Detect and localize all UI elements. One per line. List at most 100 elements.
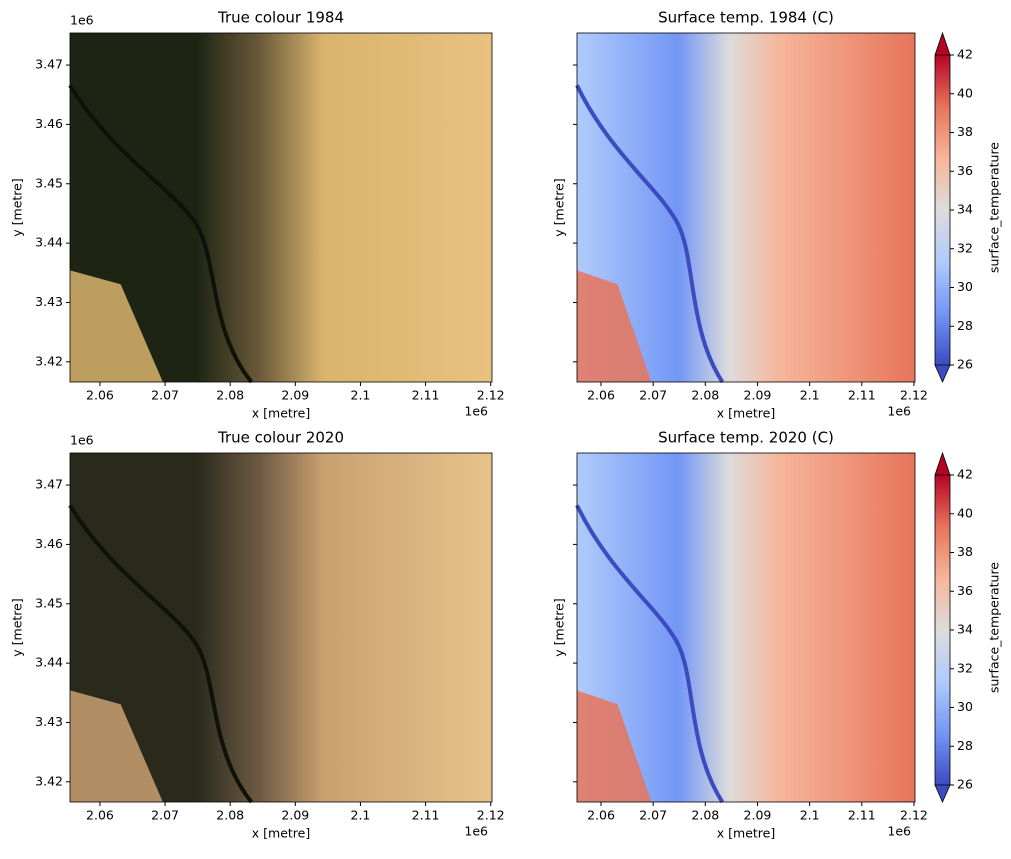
y-tick-label: 3.43 (35, 714, 63, 729)
raster-feature (577, 270, 652, 382)
y-tick-label: 3.46 (35, 116, 63, 131)
x-tick-label: 2.06 (587, 388, 615, 403)
colorbar-tick-label: 28 (957, 738, 973, 753)
river (68, 504, 254, 804)
x-offset-label: 1e6 (464, 824, 488, 839)
axes-frame (576, 32, 916, 383)
raster-feature (70, 690, 163, 802)
x-tick-label: 2.12 (477, 808, 505, 823)
y-axis-label: y [metre] (552, 178, 567, 236)
colorbar-tick-label: 32 (957, 660, 973, 675)
x-tick-label: 2.1 (800, 808, 820, 823)
colorbar-extend-top (934, 451, 951, 476)
y-tick-label: 3.42 (35, 353, 63, 368)
x-axis-label: x [metre] (252, 406, 310, 421)
colorbar-tick-label: 40 (957, 505, 973, 520)
x-offset-label: 1e6 (464, 404, 488, 419)
y-tick-label: 3.43 (35, 294, 63, 309)
x-axis-label: x [metre] (252, 826, 310, 841)
x-tick-label: 2.06 (587, 808, 615, 823)
x-tick-label: 2.07 (639, 388, 667, 403)
x-tick-label: 2.06 (86, 808, 114, 823)
raster-feature (577, 690, 652, 802)
y-axis-label: y [metre] (10, 178, 25, 236)
y-tick-label: 3.44 (35, 655, 63, 670)
colorbar-extend-bottom (934, 784, 951, 803)
colorbar-tick-label: 26 (957, 777, 973, 792)
y-tick-label: 3.47 (35, 477, 63, 492)
raster-image (70, 453, 492, 802)
colorbar-tick-label: 40 (957, 85, 973, 100)
x-tick-label: 2.11 (412, 808, 440, 823)
x-tick-label: 2.12 (477, 388, 505, 403)
colorbar-label: surface_temperature (987, 142, 1002, 273)
chart-title: Surface temp. 1984 (C) (658, 9, 834, 27)
colorbar-extend-top (934, 31, 951, 56)
x-tick-label: 2.09 (281, 808, 309, 823)
y-tick-label: 3.42 (35, 773, 63, 788)
x-tick-label: 2.11 (848, 388, 876, 403)
x-axis-label: x [metre] (717, 406, 775, 421)
axes-frame (69, 32, 493, 383)
x-tick-label: 2.1 (351, 388, 371, 403)
raster-image (70, 33, 492, 382)
x-offset-label: 1e6 (887, 824, 911, 839)
y-tick-label: 3.44 (35, 235, 63, 250)
x-tick-label: 2.08 (216, 808, 244, 823)
raster-feature (70, 270, 163, 382)
colorbar-tick-label: 42 (957, 47, 973, 62)
x-tick-label: 2.07 (151, 808, 179, 823)
colorbar-extend-bottom (934, 364, 951, 383)
axes-frame (576, 452, 916, 803)
raster-image (577, 33, 915, 382)
river (575, 84, 725, 384)
colorbar-tick-label: 38 (957, 124, 973, 139)
chart-title: Surface temp. 2020 (C) (658, 429, 834, 447)
colorbar-tick-label: 28 (957, 318, 973, 333)
x-tick-label: 2.11 (848, 808, 876, 823)
axes-frame (69, 452, 493, 803)
chart-title: True colour 2020 (217, 429, 344, 447)
x-tick-label: 2.08 (216, 388, 244, 403)
y-axis-label: y [metre] (10, 598, 25, 656)
colorbar (935, 475, 950, 785)
x-offset-label: 1e6 (887, 404, 911, 419)
y-tick-label: 3.47 (35, 57, 63, 72)
raster-image (577, 453, 915, 802)
x-axis-label: x [metre] (717, 826, 775, 841)
x-tick-label: 2.09 (744, 808, 772, 823)
chart-title: True colour 1984 (217, 9, 344, 27)
colorbar-tick-label: 26 (957, 357, 973, 372)
x-tick-label: 2.09 (281, 388, 309, 403)
river (575, 504, 725, 804)
x-tick-label: 2.06 (86, 388, 114, 403)
x-tick-label: 2.1 (800, 388, 820, 403)
x-tick-label: 2.1 (351, 808, 371, 823)
y-offset-label: 1e6 (70, 433, 94, 448)
y-tick-label: 3.46 (35, 536, 63, 551)
colorbar-tick-label: 30 (957, 699, 973, 714)
y-tick-label: 3.45 (35, 595, 63, 610)
colorbar-tick-label: 42 (957, 467, 973, 482)
y-offset-label: 1e6 (70, 13, 94, 28)
x-tick-label: 2.11 (412, 388, 440, 403)
river (68, 84, 254, 384)
colorbar (935, 55, 950, 365)
colorbar-tick-label: 38 (957, 544, 973, 559)
x-tick-label: 2.08 (691, 808, 719, 823)
x-tick-label: 2.09 (744, 388, 772, 403)
colorbar-tick-label: 32 (957, 240, 973, 255)
x-tick-label: 2.07 (639, 808, 667, 823)
x-tick-label: 2.12 (900, 388, 928, 403)
x-tick-label: 2.07 (151, 388, 179, 403)
colorbar-tick-label: 36 (957, 583, 973, 598)
colorbar-tick-label: 30 (957, 279, 973, 294)
x-tick-label: 2.08 (691, 388, 719, 403)
colorbar-tick-label: 36 (957, 163, 973, 178)
x-tick-label: 2.12 (900, 808, 928, 823)
y-tick-label: 3.45 (35, 175, 63, 190)
y-axis-label: y [metre] (552, 598, 567, 656)
colorbar-tick-label: 34 (957, 202, 973, 217)
colorbar-tick-label: 34 (957, 622, 973, 637)
